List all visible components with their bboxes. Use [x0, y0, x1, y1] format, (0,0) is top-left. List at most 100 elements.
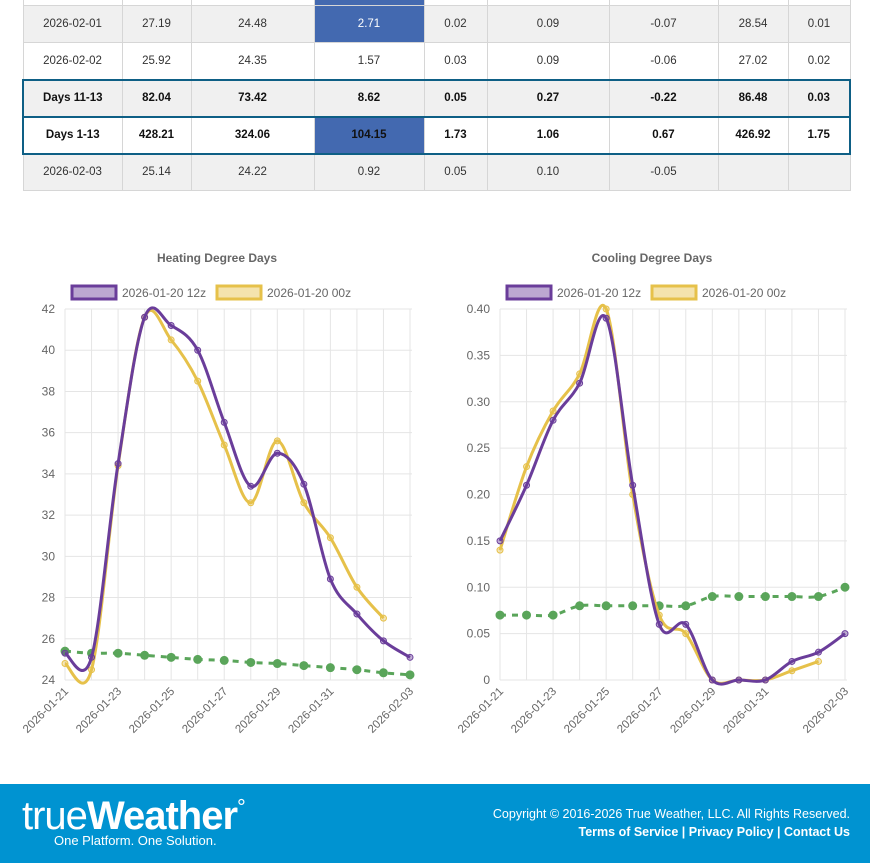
- table-cell: 0.67: [608, 115, 719, 155]
- data-point: [813, 592, 823, 602]
- y-tick-label: 34: [42, 467, 56, 481]
- table-cell: 25.92: [121, 42, 192, 80]
- data-point: [576, 379, 584, 387]
- data-point: [602, 314, 610, 322]
- table-row: 2026-02-01 27.19 24.48 2.71 0.02 0.09 -0.07 28.…: [22, 5, 851, 43]
- table-cell: [787, 153, 851, 191]
- data-point: [378, 668, 388, 678]
- x-tick-label: 2026-01-23: [509, 686, 559, 736]
- data-point: [300, 499, 308, 507]
- data-point: [247, 499, 255, 507]
- data-point: [193, 654, 203, 664]
- x-tick-label: 2026-01-29: [233, 686, 283, 736]
- data-point: [406, 653, 414, 661]
- legend-swatch: [215, 284, 263, 301]
- data-point: [352, 665, 362, 675]
- hdd-chart: Heating Degree Days 2026-01-20 12z 2026-01…: [21, 251, 416, 736]
- data-point: [575, 601, 585, 611]
- table-cell: 2026-02-02: [22, 42, 123, 80]
- data-point: [629, 481, 637, 489]
- legend-swatch: [650, 284, 698, 301]
- table-cell: 0.02: [787, 42, 851, 80]
- data-point: [194, 346, 202, 354]
- table-cell: -0.07: [608, 5, 719, 43]
- data-point: [814, 648, 822, 656]
- series-line: [498, 314, 846, 686]
- table-cell: 0.02: [423, 5, 488, 43]
- table-row: Days 11-13 82.04 73.42 8.62 0.05 0.27 -0.22 86.…: [22, 78, 851, 118]
- table-cell: -0.06: [608, 42, 719, 80]
- data-point: [840, 582, 850, 592]
- y-tick-label: 26: [42, 632, 56, 646]
- data-point: [496, 546, 504, 554]
- table-cell: 0.05: [423, 78, 488, 118]
- data-point: [299, 661, 309, 671]
- table-cell: 86.48: [717, 78, 789, 118]
- x-tick-label: 2026-02-03: [366, 686, 416, 736]
- x-tick-label: 2026-01-23: [74, 686, 124, 736]
- data-point: [495, 610, 505, 620]
- data-point: [167, 321, 175, 329]
- table-cell: 1.75: [787, 115, 851, 155]
- data-point: [601, 601, 611, 611]
- tagline: One Platform. One Solution.: [54, 833, 217, 848]
- data-point: [141, 313, 149, 321]
- y-tick-label: 32: [42, 508, 56, 522]
- table-cell: 8.62: [313, 78, 425, 118]
- legend-swatch: [505, 284, 553, 301]
- data-point: [405, 670, 415, 680]
- table-cell: 82.04: [121, 78, 192, 118]
- table-cell: 0.01: [787, 5, 851, 43]
- data-point: [379, 637, 387, 645]
- data-point: [761, 676, 769, 684]
- data-point: [523, 463, 531, 471]
- terms-link[interactable]: Terms of Service: [578, 825, 679, 839]
- trueweather-logo[interactable]: trueWeather°: [22, 794, 246, 838]
- table-cell: 0.05: [423, 153, 488, 191]
- table-cell: 104.15: [313, 115, 425, 155]
- data-point: [655, 620, 663, 628]
- legend-label: 2026-01-20 00z: [267, 286, 351, 300]
- data-point: [522, 610, 532, 620]
- data-point: [788, 657, 796, 665]
- y-tick-label: 0.35: [467, 348, 491, 362]
- data-point: [167, 336, 175, 344]
- data-point: [272, 659, 282, 669]
- table-cell: 1.06: [486, 115, 610, 155]
- y-tick-label: 30: [42, 549, 56, 563]
- x-tick-label: 2026-01-31: [286, 686, 336, 736]
- series-line: [64, 306, 411, 672]
- table-cell: 2.71: [313, 5, 425, 43]
- x-tick-label: 2026-01-27: [180, 686, 230, 736]
- privacy-link[interactable]: Privacy Policy: [688, 825, 774, 839]
- legend-label: 2026-01-20 12z: [122, 286, 206, 300]
- table-cell: 0.09: [486, 5, 610, 43]
- data-point: [628, 601, 638, 611]
- y-tick-label: 42: [42, 302, 56, 316]
- data-point: [548, 610, 558, 620]
- data-point: [549, 407, 557, 415]
- y-tick-label: 0.10: [467, 580, 491, 594]
- data-point: [682, 620, 690, 628]
- table-cell: Days 11-13: [22, 78, 123, 118]
- data-point: [88, 653, 96, 661]
- data-point: [602, 305, 610, 313]
- data-point: [814, 657, 822, 665]
- data-point: [787, 592, 797, 602]
- table-cell: 24.35: [190, 42, 315, 80]
- data-point: [708, 676, 716, 684]
- data-point: [113, 648, 123, 658]
- data-point: [219, 655, 229, 665]
- cdd-chart: Cooling Degree Days 2026-01-20 12z 2026-01…: [456, 251, 851, 736]
- y-tick-label: 0.30: [467, 395, 491, 409]
- table-cell: 426.92: [717, 115, 789, 155]
- table-cell: 428.21: [121, 115, 192, 155]
- table-cell: 24.48: [190, 5, 315, 43]
- data-point: [140, 650, 150, 660]
- legend-label: 2026-01-20 00z: [702, 286, 786, 300]
- chart-title: Heating Degree Days: [157, 251, 277, 265]
- data-point: [707, 592, 717, 602]
- data-point: [61, 660, 69, 668]
- contact-link[interactable]: Contact Us: [784, 825, 850, 839]
- table-cell: 27.19: [121, 5, 192, 43]
